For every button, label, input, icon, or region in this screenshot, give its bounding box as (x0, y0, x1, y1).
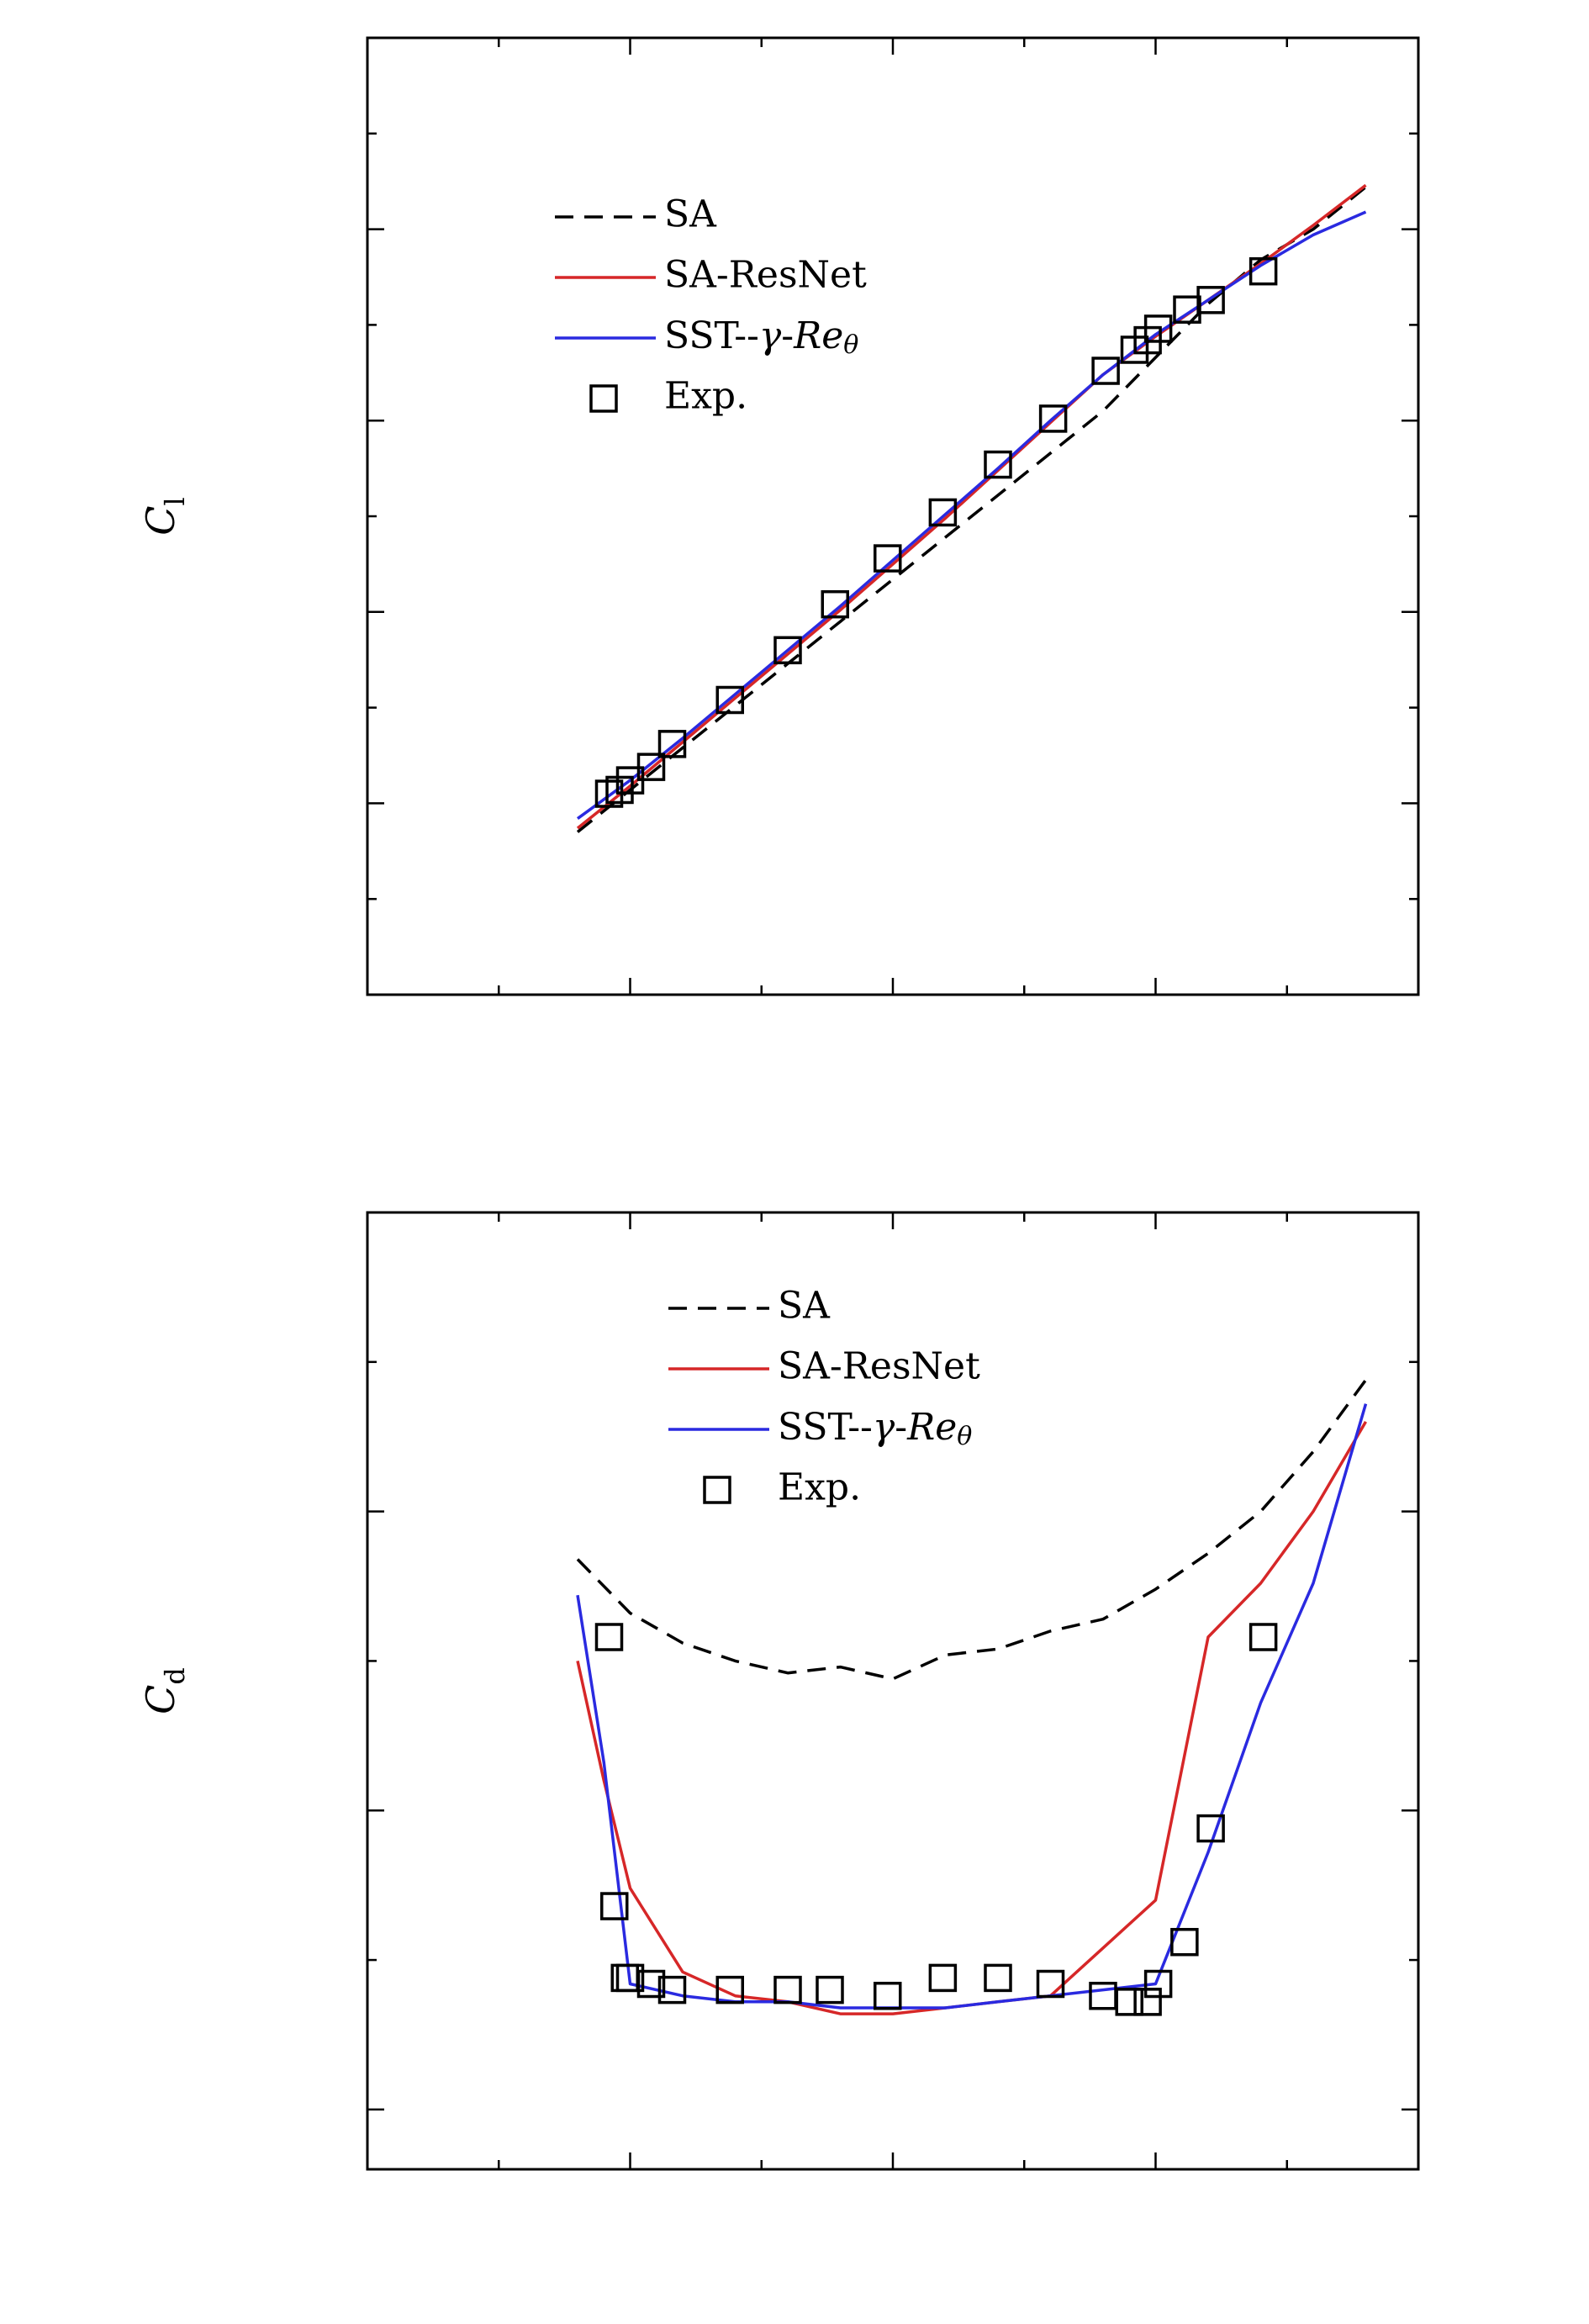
sa-resnet-series-line (576, 1421, 1368, 2015)
y-axis-title-main: C (138, 1685, 183, 1714)
sst-series-line (576, 210, 1367, 821)
exp-data-point (636, 753, 666, 781)
exp-data-point (1089, 1981, 1117, 2010)
exp-data-point (657, 730, 687, 758)
legend-label: SA (664, 193, 717, 236)
legend-label: Exp. (778, 1466, 861, 1509)
exp-data-point (1170, 1927, 1199, 1957)
exp-data-point (605, 775, 634, 805)
plot-area (576, 183, 1367, 833)
y-axis-title-sub: l (159, 497, 191, 505)
plot-frame (366, 36, 1420, 996)
exp-data-point (1173, 295, 1201, 324)
exp-data-point (821, 589, 849, 619)
exp-data-point (594, 1623, 624, 1651)
exp-data-point (1038, 404, 1068, 433)
legend-swatch-exp (589, 384, 618, 413)
legend: SA SA-ResNet SST--γ-Reθ Exp. (555, 193, 867, 418)
exp-data-point (1036, 1969, 1065, 1999)
exp-data-point (928, 498, 958, 527)
exp-data-point (773, 1975, 802, 2004)
exp-data-point (1091, 357, 1120, 385)
chart-lift: Cl SA SA-ResNet SST--γ-Reθ Exp. (138, 36, 1420, 996)
legend-label: SST--γ-Reθ (664, 314, 858, 361)
y-axis-title-sub: d (159, 1667, 191, 1684)
exp-data-point (984, 1963, 1012, 1993)
exp-data-point (874, 1981, 902, 2010)
y-axis-title: Cl (138, 497, 191, 535)
exp-data-point (657, 1975, 687, 2004)
legend-label: Exp. (664, 375, 747, 418)
exp-data-point (928, 1963, 958, 1993)
exp-data-point (715, 1975, 744, 2004)
exp-data-point (615, 1963, 645, 1993)
legend-label: SST--γ-Reθ (778, 1406, 972, 1452)
exp-data-point (1143, 1969, 1173, 1999)
exp-data-point (816, 1975, 844, 2004)
exp-data-point (600, 1892, 629, 1920)
exp-data-point (984, 450, 1012, 479)
exp-data-point (1143, 314, 1173, 343)
sst-series-line (576, 1403, 1368, 2010)
legend-label: SA (778, 1285, 831, 1328)
y-axis-title-main: C (138, 506, 183, 536)
legend: SA SA-ResNet SST--γ-Reθ Exp. (668, 1285, 980, 1509)
sa-series-line (576, 1379, 1367, 1681)
exp-data-point (773, 636, 802, 665)
plot-area (576, 1379, 1368, 2016)
exp-data-point (1196, 1814, 1225, 1843)
exp-data-point (1248, 1623, 1278, 1651)
exp-data-point (1133, 1988, 1162, 2016)
exp-data-point (1248, 256, 1278, 286)
exp-data-point (636, 1969, 666, 1999)
exp-data-point (874, 544, 902, 573)
legend-swatch-exp (703, 1476, 731, 1504)
legend-label: SA-ResNet (778, 1345, 980, 1388)
chart-drag: Cd SA SA-ResNet SST--γ-Reθ Exp. (138, 1211, 1420, 2171)
exp-data-point (715, 685, 744, 715)
exp-data-point (1196, 286, 1225, 314)
legend-label: SA-ResNet (664, 254, 867, 297)
exp-data-point (1115, 1988, 1143, 2016)
y-axis-title: Cd (138, 1667, 191, 1714)
